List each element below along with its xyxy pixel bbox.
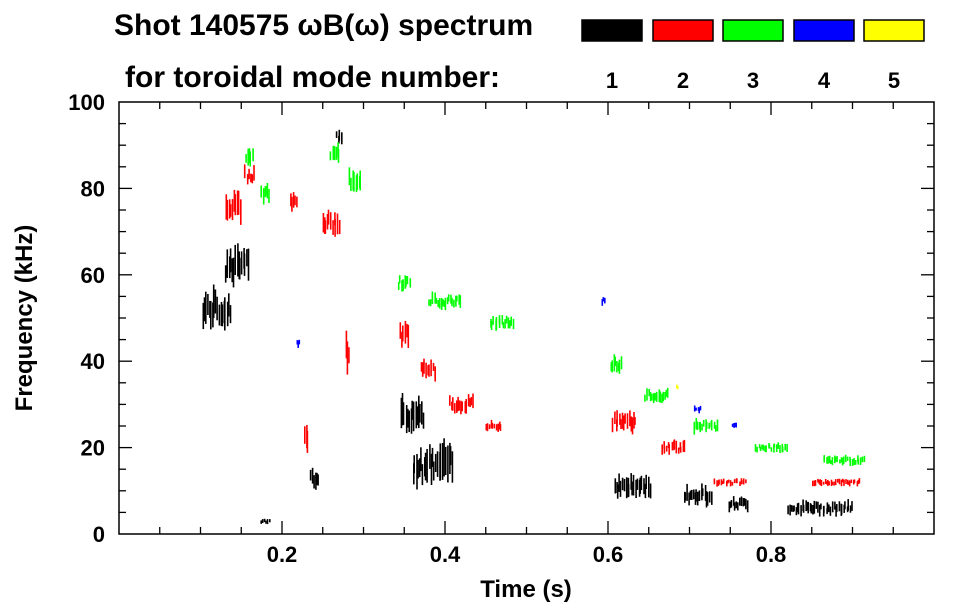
plot-marks — [202, 129, 866, 525]
series-n1-blob-0 — [202, 284, 232, 331]
series-n3-blob-8 — [644, 387, 669, 404]
series-n3-blob-7 — [610, 354, 623, 374]
y-tick-label: 60 — [81, 263, 105, 288]
series-n3-blob-5 — [428, 291, 462, 311]
title-line-1: Shot 140575 ωB(ω) spectrum — [114, 9, 533, 42]
series-n4 — [296, 297, 738, 428]
legend: 1 2 3 4 5 — [581, 19, 925, 93]
series-n2-blob-9 — [485, 419, 502, 432]
x-axis-title: Time (s) — [480, 576, 572, 603]
series-n1-blob-9 — [309, 467, 319, 490]
series-n1-blob-6 — [683, 483, 713, 508]
series-n4-blob-3 — [296, 339, 301, 348]
series-n1-blob-8 — [787, 499, 853, 517]
legend-label-5: 5 — [888, 68, 900, 93]
axes: 0.2 0.4 0.6 0.8 0 20 40 60 80 100 — [68, 90, 935, 567]
series-n1-blob-10 — [260, 518, 271, 525]
y-tick-label: 20 — [81, 436, 105, 461]
series-n1-blob-4 — [400, 393, 425, 434]
x-tick-label: 0.6 — [593, 542, 624, 567]
series-n1-blob-3 — [412, 438, 454, 490]
series-n2 — [225, 164, 861, 487]
series-n3-blob-0 — [245, 148, 254, 167]
series-n4-blob-1 — [693, 405, 702, 414]
legend-label-3: 3 — [747, 68, 759, 93]
legend-swatch-3 — [722, 19, 784, 42]
series-n5-blob-0 — [675, 384, 679, 390]
legend-label-4: 4 — [818, 68, 831, 93]
series-n1-blob-1 — [224, 243, 250, 288]
x-tick-label: 0.4 — [430, 542, 461, 567]
x-tick-label: 0.2 — [267, 542, 298, 567]
series-n2-blob-11 — [661, 439, 686, 455]
series-n1 — [202, 129, 853, 525]
series-n2-blob-6 — [399, 320, 410, 348]
series-n2-blob-8 — [448, 393, 474, 415]
legend-swatch-1 — [581, 19, 643, 42]
chart-subtitle: for toroidal mode number: — [125, 61, 500, 94]
series-n4-blob-2 — [731, 422, 738, 428]
y-tick-label: 80 — [81, 176, 105, 201]
legend-swatch-2 — [652, 19, 714, 42]
series-n5 — [675, 384, 679, 390]
legend-label-2: 2 — [677, 68, 689, 93]
series-n1-blob-7 — [728, 496, 749, 513]
y-tick-label: 40 — [81, 349, 105, 374]
series-n2-blob-0 — [225, 189, 242, 225]
y-tick-label: 0 — [93, 522, 105, 547]
series-n3-blob-9 — [693, 417, 719, 435]
series-n2-blob-10 — [611, 410, 636, 435]
series-n3-blob-3 — [348, 167, 362, 193]
plot-area — [119, 102, 934, 534]
series-n2-blob-12 — [713, 478, 747, 487]
legend-swatch-5 — [863, 19, 925, 42]
y-tick-label: 100 — [68, 90, 105, 115]
series-n3-blob-4 — [397, 275, 412, 292]
x-tick-label: 0.8 — [756, 542, 787, 567]
series-n3-blob-2 — [329, 142, 340, 163]
series-n3-blob-10 — [754, 442, 788, 453]
series-n3-blob-6 — [490, 315, 515, 331]
series-n2-blob-5 — [345, 330, 350, 375]
series-n2-blob-1 — [243, 164, 255, 185]
series-n2-blob-3 — [322, 209, 341, 237]
series-n2-blob-4 — [303, 425, 309, 453]
legend-swatch-4 — [793, 19, 855, 42]
series-n3 — [245, 142, 866, 466]
series-n1-blob-2 — [335, 129, 343, 145]
title-line-2: for toroidal mode number: — [125, 61, 500, 94]
chart-title: Shot 140575 ωB(ω) spectrum — [114, 9, 533, 42]
series-n1-blob-5 — [614, 473, 652, 499]
y-axis-title: Frequency (kHz) — [11, 225, 38, 412]
series-n2-blob-7 — [420, 358, 437, 382]
series-n2-blob-2 — [290, 192, 298, 212]
series-n3-blob-1 — [260, 183, 270, 205]
legend-label-1: 1 — [606, 68, 618, 93]
series-n3-blob-11 — [823, 454, 866, 466]
series-n2-blob-13 — [811, 478, 861, 487]
series-n4-blob-0 — [601, 297, 606, 306]
